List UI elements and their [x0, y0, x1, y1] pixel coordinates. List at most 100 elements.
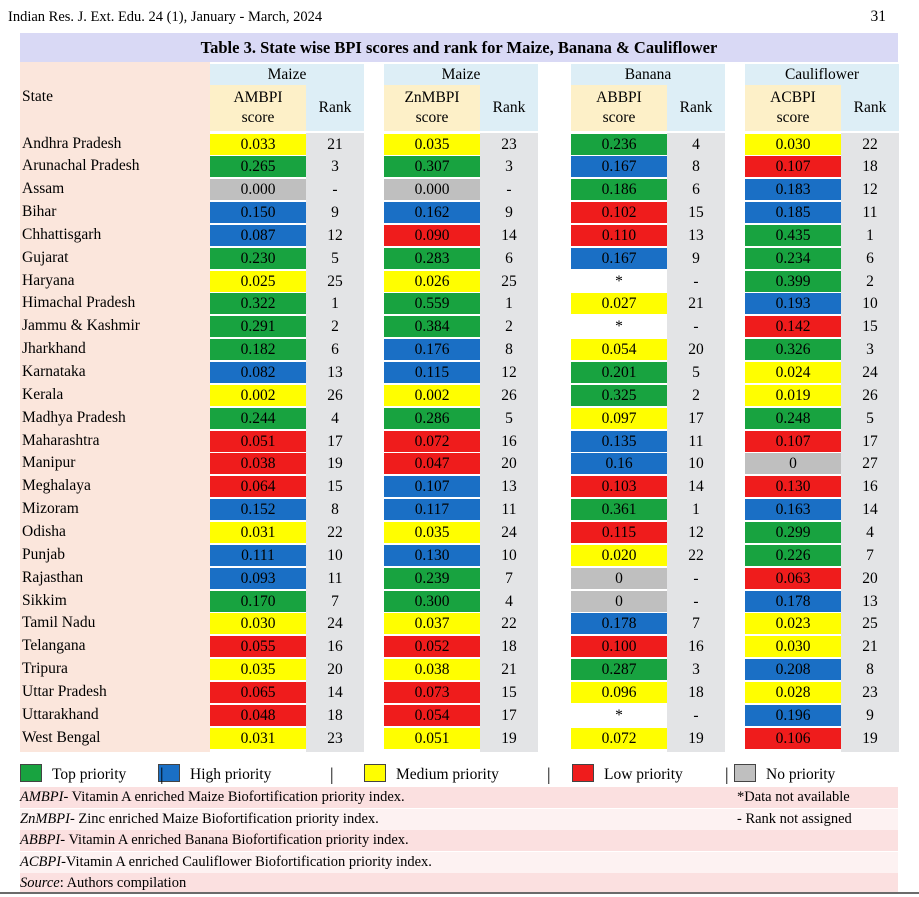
score-header-label: score — [602, 109, 636, 126]
score-cell: 0.117 — [384, 499, 480, 521]
score-cell: * — [571, 270, 667, 292]
score-cell: 0.037 — [384, 613, 480, 635]
note-line: Source: Authors compilation — [20, 873, 898, 895]
rank-cell: 21 — [501, 661, 517, 679]
score-cell: 0.307 — [384, 156, 480, 178]
score-cell: 0.030 — [210, 613, 306, 635]
score-cell: 0.142 — [745, 316, 841, 338]
score-cell: 0.183 — [745, 179, 841, 201]
rank-cell: 10 — [688, 455, 704, 473]
rank-column-bg — [667, 133, 725, 752]
score-cell: 0.023 — [745, 613, 841, 635]
rank-cell: 25 — [862, 615, 878, 633]
score-cell: 0.300 — [384, 590, 480, 612]
state-name: Odisha — [22, 522, 66, 540]
score-cell: 0.019 — [745, 384, 841, 406]
state-name: Sikkim — [22, 591, 67, 609]
score-cell: 0.384 — [384, 316, 480, 338]
note-key: *Data not available — [737, 789, 850, 805]
note-text: -Vitamin A enriched Cauliflower Bioforti… — [61, 853, 432, 870]
rank-cell: 22 — [862, 135, 878, 153]
crop-header-maize: Maize — [210, 64, 364, 85]
rank-cell: 12 — [862, 181, 878, 199]
score-cell: 0.025 — [210, 270, 306, 292]
state-name: Karnataka — [22, 363, 86, 380]
score-cell: 0.000 — [384, 179, 480, 201]
rank-cell: - — [693, 592, 699, 610]
score-cell: 0.096 — [571, 681, 667, 703]
rank-cell: 24 — [327, 615, 343, 633]
rank-cell: 17 — [862, 432, 878, 450]
rank-cell: 6 — [505, 249, 513, 267]
state-name: Chhattisgarh — [22, 225, 102, 243]
rank-cell: 8 — [692, 158, 700, 176]
note-line: ABBPI- Vitamin A enriched Banana Biofort… — [20, 830, 898, 852]
rank-cell: 4 — [692, 135, 700, 153]
rank-cell: 18 — [688, 683, 704, 701]
rank-cell: - — [693, 272, 699, 290]
note-line: AMBPI- Vitamin A enriched Maize Bioforti… — [20, 787, 898, 808]
rank-cell: 19 — [501, 729, 517, 747]
score-cell: 0.026 — [384, 270, 480, 292]
score-cell: 0.027 — [571, 293, 667, 315]
rank-cell: 23 — [862, 683, 878, 701]
rank-cell: 8 — [331, 501, 339, 519]
score-cell: 0.093 — [210, 567, 306, 589]
score-cell: 0.031 — [210, 727, 306, 749]
rank-cell: 6 — [866, 249, 874, 267]
rank-cell: 20 — [862, 569, 878, 587]
state-name: Meghalaya — [22, 477, 91, 495]
state-name: Bihar — [22, 203, 57, 221]
legend-label: Low priority — [604, 766, 683, 783]
legend-label: Medium priority — [396, 766, 499, 783]
rank-cell: 3 — [331, 158, 339, 176]
score-cell: 0.107 — [384, 476, 480, 498]
state-column-header: State — [22, 88, 53, 105]
score-header-label: score — [415, 109, 449, 126]
score-cell: 0.054 — [571, 339, 667, 361]
rank-cell: 15 — [327, 478, 343, 496]
rank-cell: 16 — [327, 638, 343, 656]
score-cell: 0.110 — [571, 224, 667, 246]
rank-cell: 22 — [327, 523, 343, 541]
score-cell: 0.193 — [745, 293, 841, 315]
rank-cell: 19 — [327, 455, 343, 473]
score-cell: * — [571, 316, 667, 338]
score-cell: 0.325 — [571, 384, 667, 406]
page-number: 31 — [870, 8, 887, 25]
rank-cell: 15 — [688, 204, 704, 222]
state-column-bg — [20, 62, 210, 752]
score-header-abbr: ZnMBPI — [404, 89, 460, 106]
rank-cell: 4 — [505, 592, 513, 610]
rank-cell: 27 — [862, 455, 878, 473]
rank-cell: 16 — [862, 478, 878, 496]
state-name: Maharashtra — [22, 431, 100, 449]
rank-column-header: Rank — [667, 85, 725, 131]
state-name: West Bengal — [22, 728, 101, 746]
score-cell: 0.299 — [745, 521, 841, 543]
rank-cell: 4 — [866, 523, 874, 541]
rank-cell: 18 — [501, 638, 517, 656]
rank-cell: 20 — [501, 455, 517, 473]
rank-cell: 2 — [505, 318, 513, 336]
note-line: ACBPI-Vitamin A enriched Cauliflower Bio… — [20, 851, 898, 873]
score-cell: 0.559 — [384, 293, 480, 315]
rank-cell: 5 — [866, 409, 874, 427]
score-cell: 0.326 — [745, 339, 841, 361]
score-cell: 0.000 — [210, 179, 306, 201]
score-cell: 0.170 — [210, 590, 306, 612]
state-name: Kerala — [22, 385, 64, 403]
score-cell: 0.399 — [745, 270, 841, 292]
score-header-label: score — [241, 109, 275, 126]
rank-cell: 13 — [327, 364, 343, 381]
legend-swatch — [158, 764, 180, 782]
rank-cell: 9 — [331, 204, 339, 222]
priority-legend: Top priority High priority Medium priority… — [20, 764, 898, 786]
score-cell: 0.283 — [384, 247, 480, 269]
rank-cell: 8 — [866, 661, 874, 679]
score-column-header: ZnMBPI score — [384, 85, 480, 131]
rank-cell: 26 — [327, 386, 343, 404]
score-cell: 0.107 — [745, 430, 841, 452]
score-cell: 0.047 — [384, 453, 480, 475]
state-name: Madhya Pradesh — [22, 408, 126, 426]
